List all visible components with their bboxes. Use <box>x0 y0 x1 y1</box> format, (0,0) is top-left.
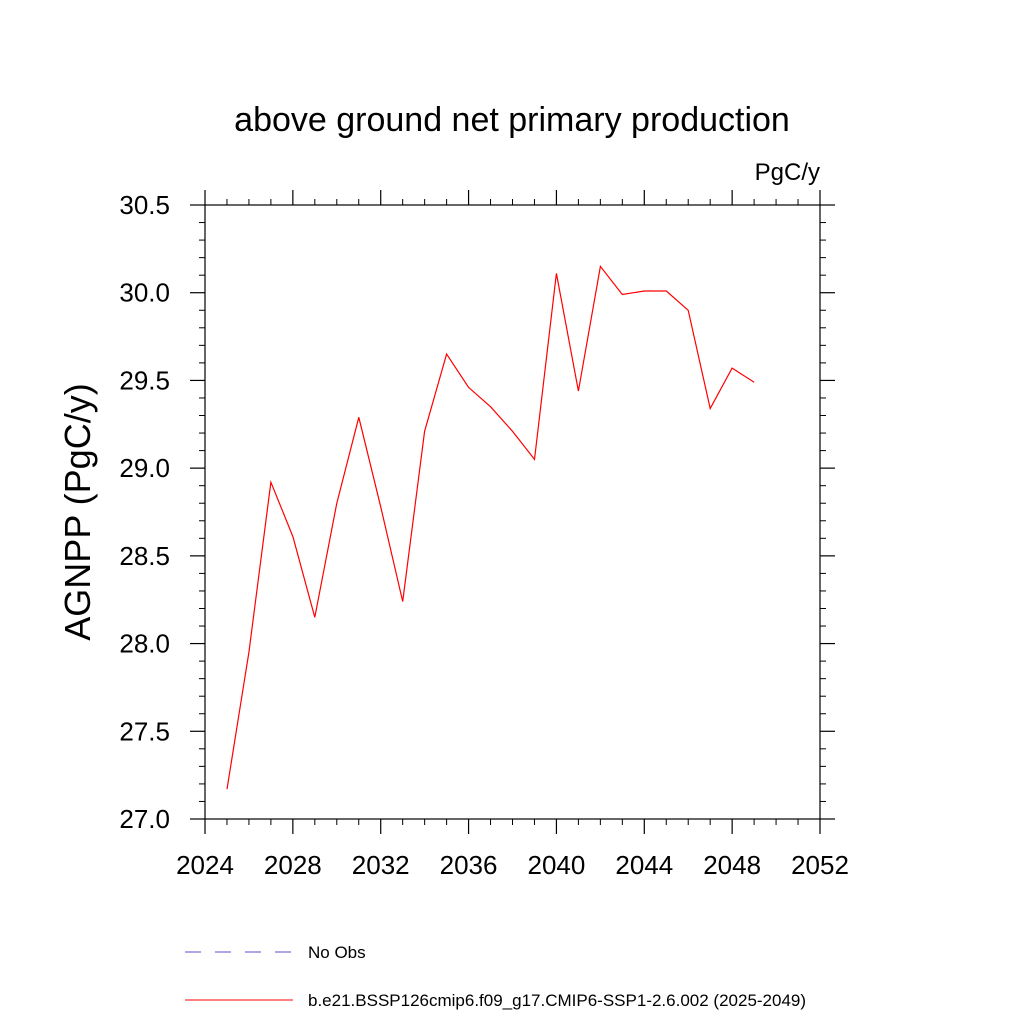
y-tick-label: 29.0 <box>119 453 170 483</box>
chart-title: above ground net primary production <box>234 101 790 139</box>
legend-label-model: b.e21.BSSP126cmip6.f09_g17.CMIP6-SSP1-2.… <box>308 991 806 1010</box>
x-tick-labels: 2024 2028 2032 2036 2040 2044 2048 2052 <box>176 850 849 880</box>
x-tick-label: 2036 <box>440 850 498 880</box>
y-tick-label: 28.5 <box>119 541 170 571</box>
y-axis-label: AGNPP (PgC/y) <box>57 383 98 640</box>
x-tick-label: 2048 <box>703 850 761 880</box>
y-tick-labels: 27.0 27.5 28.0 28.5 29.0 29.5 30.0 30.5 <box>119 190 170 834</box>
y-tick-label: 29.5 <box>119 365 170 395</box>
units-label: PgC/y <box>755 159 820 186</box>
x-tick-label: 2028 <box>264 850 322 880</box>
y-tick-label: 28.0 <box>119 629 170 659</box>
legend-label-no-obs: No Obs <box>308 943 366 962</box>
x-tick-label: 2044 <box>615 850 673 880</box>
series-group <box>226 264 755 790</box>
x-tick-label: 2052 <box>791 850 849 880</box>
plot-frame <box>204 204 821 820</box>
x-tick-label: 2032 <box>352 850 410 880</box>
y-tick-label: 30.5 <box>119 190 170 220</box>
axis-ticks <box>190 190 835 834</box>
y-tick-label: 27.0 <box>119 804 170 834</box>
y-tick-label: 30.0 <box>119 278 170 308</box>
x-tick-label: 2040 <box>528 850 586 880</box>
y-tick-label: 27.5 <box>119 716 170 746</box>
legend: No Obs b.e21.BSSP126cmip6.f09_g17.CMIP6-… <box>185 943 806 1010</box>
series-line <box>226 264 755 790</box>
x-tick-label: 2024 <box>176 850 234 880</box>
